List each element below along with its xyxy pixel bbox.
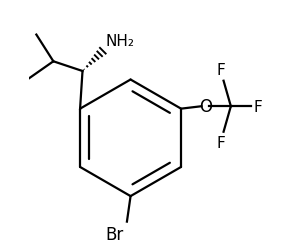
Text: O: O [199, 98, 212, 116]
Text: NH₂: NH₂ [106, 34, 135, 49]
Text: F: F [254, 99, 263, 114]
Text: F: F [217, 63, 226, 78]
Text: Br: Br [105, 225, 123, 243]
Text: F: F [217, 136, 226, 151]
